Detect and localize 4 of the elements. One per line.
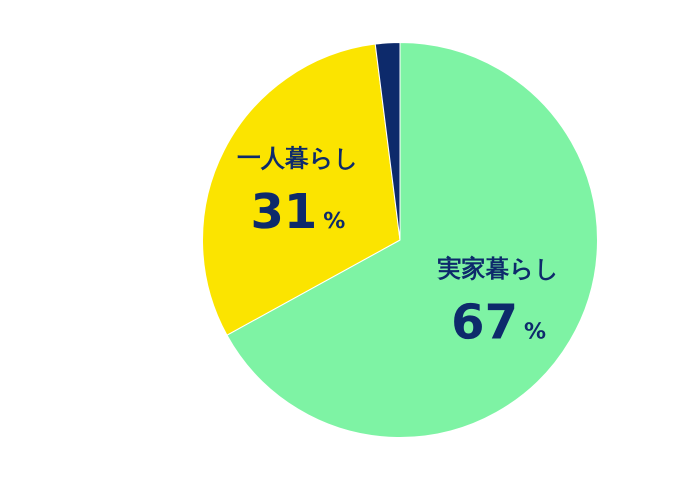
data-label: 67% bbox=[451, 294, 546, 350]
slice-label: 実家暮らし bbox=[436, 254, 560, 283]
data-label: 31% bbox=[250, 184, 346, 240]
slice-label: 一人暮らし bbox=[236, 144, 359, 172]
